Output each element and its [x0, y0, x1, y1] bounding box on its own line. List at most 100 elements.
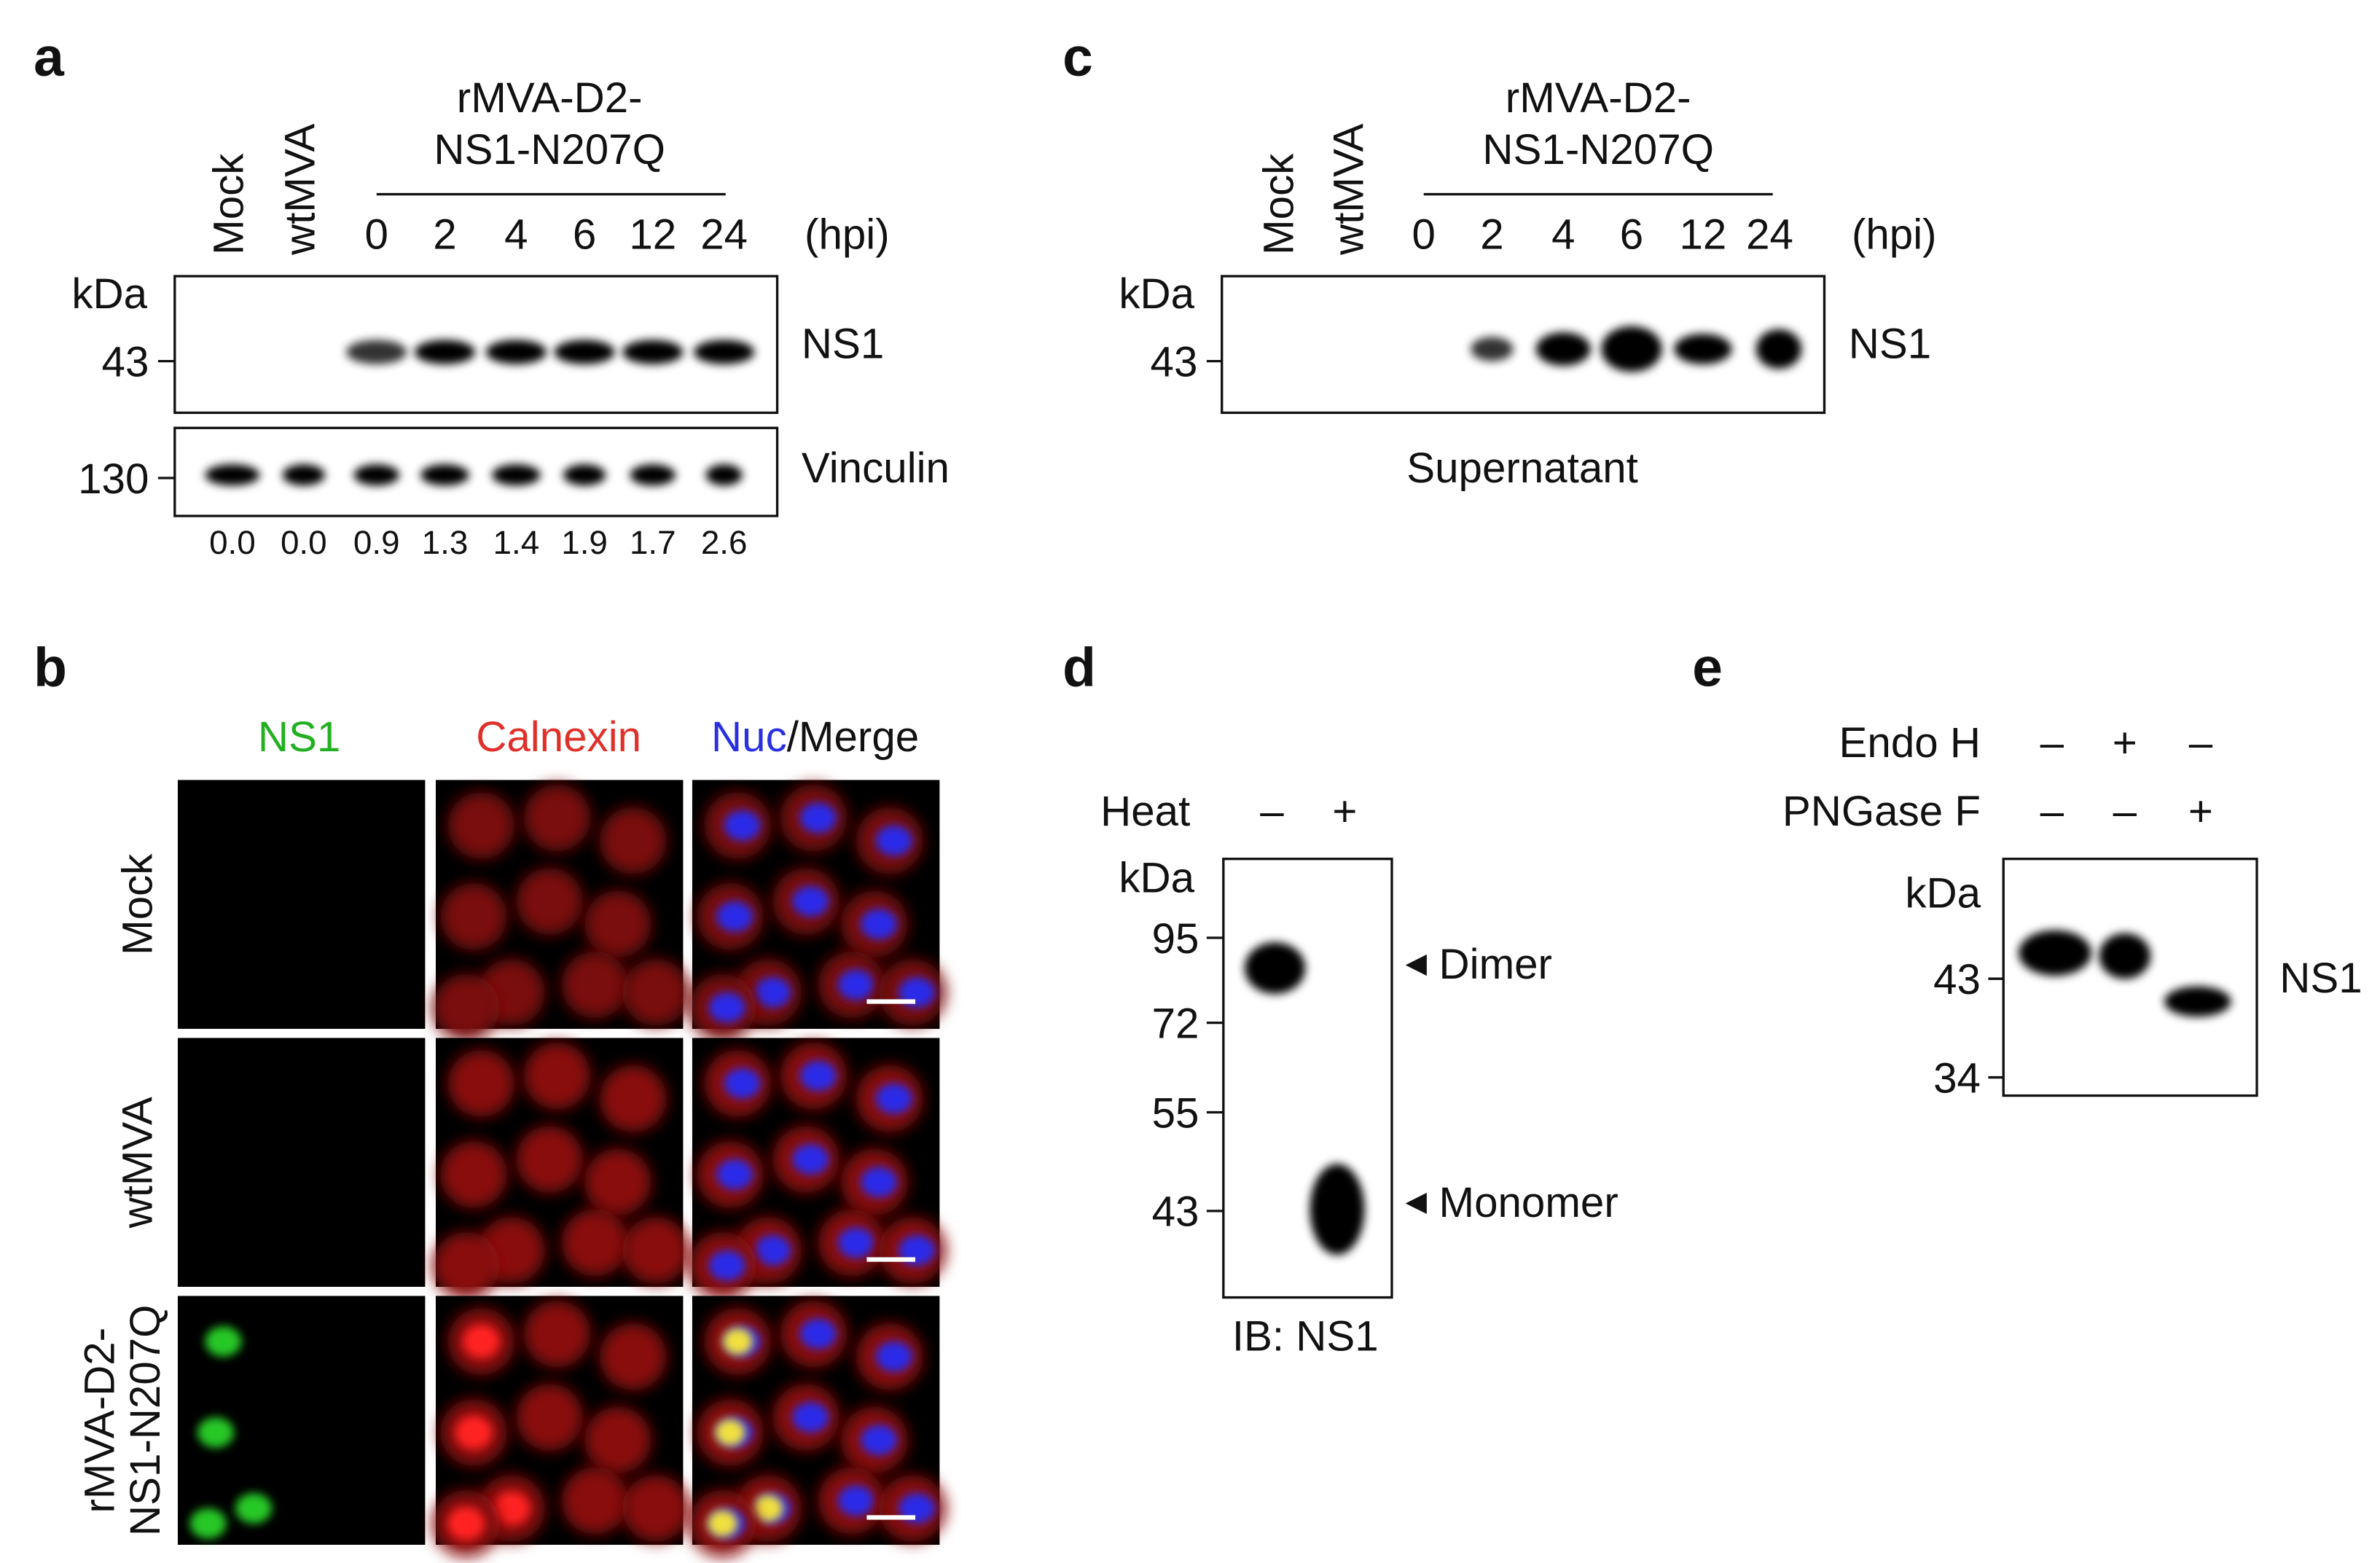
- nucleus: [792, 1144, 829, 1175]
- cell: [599, 1323, 667, 1390]
- marker-label: 43: [102, 338, 149, 385]
- caption: Supernatant: [1406, 444, 1638, 492]
- nucleus: [837, 1485, 874, 1516]
- band: [563, 464, 606, 486]
- marker-label: 43: [1152, 1188, 1199, 1236]
- panel-letter: a: [34, 26, 65, 87]
- cell: [523, 784, 591, 852]
- nucleus: [724, 1068, 761, 1099]
- nucleus: [861, 909, 898, 940]
- quant-value: 1.3: [422, 524, 469, 561]
- cell: [447, 1050, 515, 1117]
- timepoint: 2: [433, 211, 456, 259]
- band: [1601, 326, 1662, 372]
- kda-label: kDa: [1119, 270, 1194, 318]
- quant-value: 1.9: [561, 524, 608, 561]
- band: [2019, 930, 2092, 976]
- timepoint: 12: [629, 211, 676, 259]
- cell: [447, 792, 515, 859]
- cell: [561, 1467, 629, 1535]
- band-label: Monomer: [1439, 1179, 1618, 1226]
- blot-label: NS1: [1849, 320, 1931, 367]
- marker-label: 55: [1152, 1089, 1199, 1137]
- timepoint: 0: [365, 211, 388, 259]
- blot-box: [173, 275, 779, 415]
- ns1-signal: [197, 1417, 235, 1448]
- panel-letter: b: [34, 636, 67, 697]
- nucleus: [875, 1083, 912, 1114]
- blot-label: Vinculin: [802, 444, 950, 492]
- merge-signal: [715, 1419, 745, 1446]
- band: [1755, 329, 1802, 369]
- band: [554, 340, 615, 364]
- heat-sign: +: [1332, 788, 1357, 835]
- nucleus: [875, 1341, 912, 1372]
- panel-letter: e: [1692, 636, 1723, 697]
- blot-box: [1222, 858, 1393, 1299]
- nucleus: [754, 1235, 791, 1266]
- cell: [440, 883, 507, 950]
- heat-sign: –: [1260, 788, 1284, 835]
- marker-label: 130: [78, 455, 149, 503]
- bands: [1471, 326, 1802, 372]
- nucleus: [799, 1318, 837, 1349]
- merge-signal: [722, 1328, 753, 1355]
- cell: [516, 868, 583, 935]
- cell: [561, 951, 629, 1019]
- band: [1471, 337, 1514, 361]
- merge-rest: /Merge: [787, 713, 919, 761]
- ns1-signal: [189, 1508, 227, 1539]
- row-label: Mock: [114, 853, 162, 955]
- timepoint: 12: [1679, 211, 1726, 259]
- cell: [622, 1217, 689, 1284]
- lane-label: Mock: [1256, 153, 1303, 255]
- er-signal: [455, 1415, 493, 1449]
- band: [353, 464, 400, 486]
- nucleus: [799, 802, 837, 834]
- group-label: NS1-N207Q: [434, 126, 665, 173]
- timepoint: 6: [1620, 211, 1643, 259]
- blot-box: [1221, 275, 1826, 415]
- cell: [523, 1042, 591, 1110]
- kda-label: kDa: [1905, 869, 1981, 917]
- nucleus: [716, 901, 753, 932]
- row-label: rMVA-D2-: [76, 1328, 123, 1513]
- band: [492, 464, 541, 486]
- column-label: Nuc/Merge: [711, 713, 919, 761]
- merge-signal: [707, 1510, 738, 1537]
- treatment-sign: –: [2189, 719, 2213, 767]
- band: [1310, 1164, 1365, 1256]
- panel-a: a Mock wtMVA rMVA-D2- NS1-N207Q 0 2 4 6 12 24…: [34, 26, 950, 561]
- quant-value: 2.6: [701, 524, 748, 561]
- band: [1535, 332, 1591, 366]
- lane-label: wtMVA: [276, 123, 324, 255]
- row-label: wtMVA: [114, 1097, 162, 1229]
- timepoints: 0 2 4 6 12 24: [365, 211, 748, 259]
- nucleus: [708, 1250, 745, 1281]
- cell: [584, 1148, 651, 1216]
- treatment-label: PNGase F: [1782, 788, 1981, 835]
- cell: [516, 1384, 583, 1451]
- quant-value: 0.0: [209, 524, 256, 561]
- panel-letter: c: [1062, 26, 1093, 87]
- lane-label: wtMVA: [1325, 123, 1372, 255]
- micrographs: [177, 780, 946, 1557]
- panel-b: b NS1 Calnexin Nuc/Merge Mock wtMVA rMVA…: [34, 636, 946, 1557]
- heat-label: Heat: [1100, 788, 1190, 835]
- nucleus: [716, 1159, 753, 1190]
- kda-label: kDa: [71, 270, 147, 318]
- band-label: Dimer: [1439, 941, 1552, 988]
- timepoint: 6: [573, 211, 596, 259]
- marker-label: 95: [1152, 915, 1199, 963]
- marker-label: 72: [1152, 1000, 1199, 1047]
- treatment-sign: –: [2113, 788, 2137, 835]
- caption: IB: NS1: [1232, 1312, 1379, 1360]
- cell: [516, 1126, 583, 1193]
- lane-label: Mock: [205, 153, 253, 255]
- nucleus: [861, 1167, 898, 1198]
- kda-label: kDa: [1119, 855, 1194, 902]
- band: [630, 464, 676, 486]
- timepoint: 2: [1480, 211, 1503, 259]
- panel-c: c Mock wtMVA rMVA-D2- NS1-N207Q 0 2 4 6 12 24…: [1062, 26, 1937, 492]
